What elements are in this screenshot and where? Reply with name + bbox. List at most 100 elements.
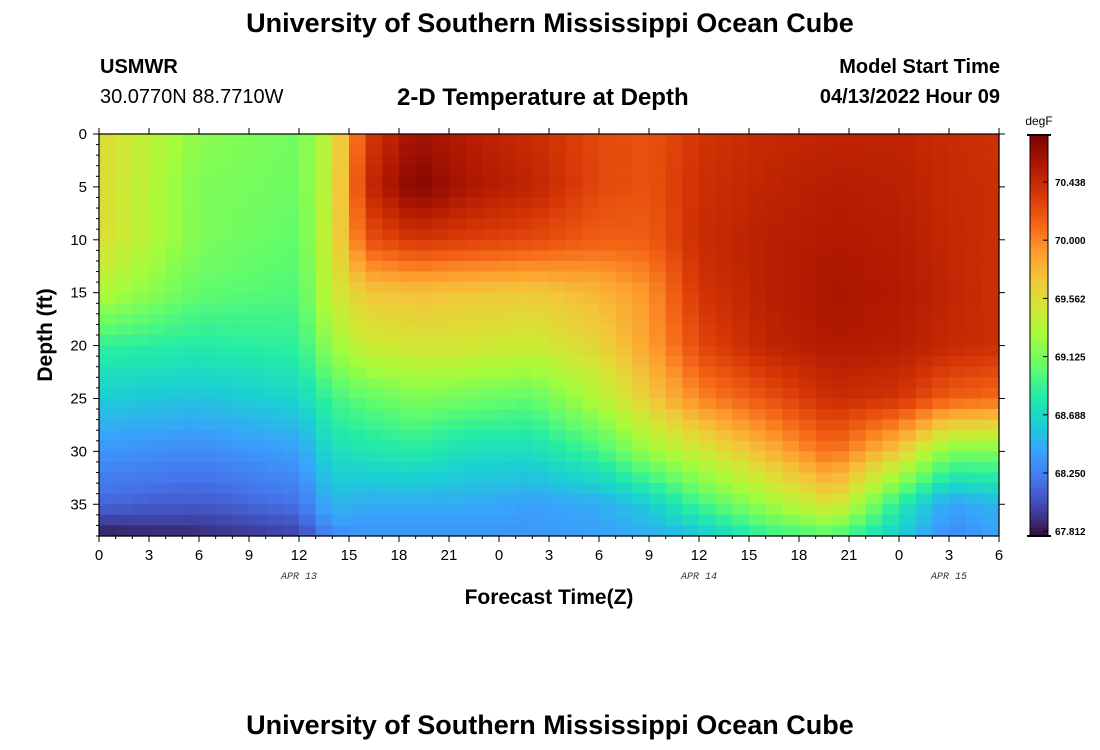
heatmap-cell bbox=[349, 303, 367, 315]
heatmap-cell bbox=[432, 440, 450, 452]
heatmap-cell bbox=[532, 239, 550, 251]
heatmap-cell bbox=[899, 398, 917, 410]
heatmap-cell bbox=[565, 271, 583, 283]
heatmap-cell bbox=[382, 250, 400, 262]
colorbar-segment bbox=[1030, 171, 1048, 176]
heatmap-cell bbox=[915, 525, 933, 537]
colorbar-segment bbox=[1030, 479, 1048, 485]
heatmap-cell bbox=[299, 335, 317, 347]
heatmap-cell bbox=[332, 218, 350, 230]
heatmap-cell bbox=[365, 514, 383, 527]
heatmap-cell bbox=[565, 218, 583, 230]
heatmap-cell bbox=[982, 493, 1000, 505]
heatmap-cell bbox=[132, 356, 150, 368]
colorbar-segment bbox=[1030, 351, 1048, 357]
heatmap-cell bbox=[132, 440, 150, 452]
heatmap-cell bbox=[832, 250, 850, 262]
heatmap-cell bbox=[849, 239, 867, 251]
heatmap-cell bbox=[665, 409, 683, 421]
heatmap-cell bbox=[265, 165, 283, 177]
heatmap-cell bbox=[99, 440, 117, 452]
heatmap-cell bbox=[299, 493, 317, 505]
heatmap-cell bbox=[265, 271, 283, 283]
heatmap-cell bbox=[415, 419, 433, 431]
heatmap-cell bbox=[199, 229, 217, 241]
heatmap-cell bbox=[682, 324, 700, 336]
heatmap-cell bbox=[582, 229, 600, 241]
heatmap-cell bbox=[665, 303, 683, 315]
heatmap-cell bbox=[149, 208, 167, 220]
heatmap-cell bbox=[132, 377, 150, 389]
heatmap-cell bbox=[415, 483, 433, 495]
colorbar-segment bbox=[1030, 491, 1048, 497]
heatmap-cell bbox=[249, 229, 267, 241]
heatmap-cell bbox=[499, 525, 517, 537]
heatmap-cell bbox=[782, 345, 800, 357]
heatmap-cell bbox=[415, 409, 433, 421]
heatmap-cell bbox=[632, 239, 650, 251]
heatmap-cell bbox=[749, 165, 767, 177]
heatmap-cell bbox=[782, 271, 800, 283]
heatmap-cell bbox=[282, 430, 300, 442]
heatmap-cell bbox=[582, 461, 600, 474]
heatmap-cell bbox=[732, 155, 750, 167]
heatmap-cell bbox=[182, 186, 200, 199]
heatmap-cell bbox=[482, 366, 500, 378]
heatmap-cell bbox=[782, 335, 800, 347]
heatmap-cell bbox=[165, 218, 183, 230]
heatmap-cell bbox=[465, 134, 483, 146]
heatmap-cell bbox=[299, 430, 317, 442]
heatmap-cell bbox=[115, 366, 133, 378]
heatmap-cell bbox=[915, 366, 933, 378]
heatmap-cell bbox=[749, 493, 767, 505]
heatmap-cell bbox=[732, 324, 750, 336]
heatmap-cell bbox=[415, 260, 433, 273]
heatmap-cell bbox=[715, 144, 733, 156]
heatmap-cell bbox=[799, 409, 817, 421]
heatmap-cell bbox=[849, 451, 867, 463]
heatmap-cell bbox=[732, 239, 750, 251]
heatmap-cell bbox=[482, 260, 500, 273]
heatmap-cell bbox=[615, 282, 633, 294]
heatmap-cell bbox=[515, 345, 533, 357]
heatmap-cell bbox=[132, 186, 150, 199]
heatmap-cell bbox=[365, 229, 383, 241]
heatmap-cell bbox=[199, 155, 217, 167]
heatmap-cell bbox=[432, 366, 450, 378]
heatmap-cell bbox=[182, 282, 200, 294]
heatmap-cell bbox=[315, 239, 333, 251]
heatmap-cell bbox=[265, 176, 283, 188]
heatmap-cell bbox=[599, 451, 617, 463]
heatmap-cell bbox=[465, 155, 483, 167]
heatmap-cell bbox=[299, 356, 317, 368]
heatmap-cell bbox=[115, 250, 133, 262]
heatmap-cell bbox=[232, 409, 250, 421]
y-tick-label: 0 bbox=[79, 126, 87, 143]
heatmap-cell bbox=[315, 271, 333, 283]
heatmap-cell bbox=[515, 525, 533, 537]
heatmap-cell bbox=[132, 335, 150, 347]
heatmap-cell bbox=[649, 260, 667, 273]
heatmap-cell bbox=[682, 345, 700, 357]
heatmap-cell bbox=[549, 165, 567, 177]
y-tick-label: 25 bbox=[70, 390, 87, 407]
heatmap-cell bbox=[382, 313, 400, 326]
heatmap-cell bbox=[282, 514, 300, 527]
heatmap-cell bbox=[549, 335, 567, 347]
heatmap-cell bbox=[99, 472, 117, 484]
heatmap-cell bbox=[665, 525, 683, 537]
heatmap-cell bbox=[165, 303, 183, 315]
heatmap-cell bbox=[132, 144, 150, 156]
heatmap-cell bbox=[282, 155, 300, 167]
heatmap-cell bbox=[665, 419, 683, 431]
heatmap-cell bbox=[299, 186, 317, 199]
heatmap-cell bbox=[249, 313, 267, 326]
heatmap-cell bbox=[399, 514, 417, 527]
heatmap-cell bbox=[465, 208, 483, 220]
heatmap-cell bbox=[199, 461, 217, 474]
heatmap-cell bbox=[465, 335, 483, 347]
colorbar-segment bbox=[1030, 375, 1048, 381]
heatmap-cell bbox=[149, 387, 167, 400]
x-date-label: APR 14 bbox=[680, 572, 717, 583]
heatmap-cell bbox=[515, 208, 533, 220]
